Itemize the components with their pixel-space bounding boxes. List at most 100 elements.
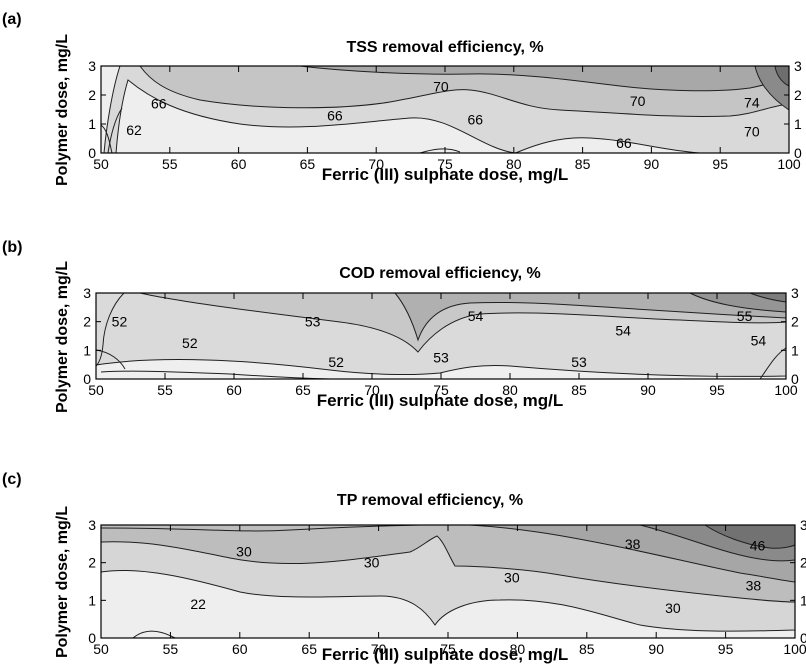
contour-label: 53: [305, 314, 321, 330]
contour-label: 66: [151, 96, 167, 112]
y-tick-label: 0: [88, 145, 96, 161]
y-tick-label-right: 0: [791, 371, 799, 387]
contour-fill-a: [100, 65, 790, 154]
x-tick-label: 55: [157, 382, 173, 398]
y-tick-label-right: 3: [791, 285, 799, 301]
chart-title-a: TSS removal efficiency, %: [346, 39, 543, 56]
x-tick-label: 85: [575, 156, 591, 172]
contour-labels-a: 62 66 66 70 66 70 66 74 70: [126, 78, 760, 151]
y-axis-label-a: Polymer dose, mg/L: [54, 34, 71, 186]
contour-label: 54: [751, 332, 767, 348]
contour-label: 30: [236, 543, 252, 559]
contour-line-c-1: [132, 630, 176, 639]
y-tick-label: 2: [88, 87, 96, 103]
contour-label: 54: [468, 308, 484, 324]
x-tick-label: 75: [433, 382, 449, 398]
x-tick-label: 60: [231, 156, 247, 172]
contour-band-a-4: [299, 65, 790, 92]
contour-label: 30: [504, 570, 520, 586]
contour-label: 66: [327, 107, 343, 123]
x-tick-label: 95: [709, 382, 725, 398]
contour-line-b-1: [100, 370, 331, 380]
y-tick-label: 3: [88, 517, 96, 533]
x-tick-label: 95: [712, 156, 728, 172]
panel-b: (b) COD removal efficiency, % Polymer do…: [2, 239, 799, 413]
y-tick-label: 2: [83, 314, 91, 330]
contour-band-b-7: [95, 292, 126, 368]
x-tick-label: 90: [648, 641, 664, 657]
x-tick-label: 75: [440, 641, 456, 657]
y-tick-label: 0: [88, 630, 96, 646]
x-axis-label-b: Ferric (III) sulphate dose, mg/L: [317, 391, 564, 410]
panel-c: (c) TP removal efficiency, % Polymer dos…: [2, 471, 806, 664]
contour-line-a-2: [100, 124, 113, 154]
x-tick-label: 60: [226, 382, 242, 398]
y-tick-label-right: 1: [794, 116, 802, 132]
contour-label: 74: [744, 94, 760, 110]
y-tick-label: 0: [83, 371, 91, 387]
contour-label: 46: [750, 538, 766, 554]
x-tick-label: 100: [774, 382, 798, 398]
panel-label-c: (c): [2, 471, 22, 488]
y-tick-label: 1: [83, 342, 91, 358]
x-tick-label: 65: [301, 641, 317, 657]
y-tick-label: 3: [83, 285, 91, 301]
contour-label: 70: [630, 93, 646, 109]
x-tick-label: 70: [371, 641, 387, 657]
x-tick-label: 90: [640, 382, 656, 398]
contour-line-a-3: [419, 148, 461, 154]
x-axis-label-c: Ferric (III) sulphate dose, mg/L: [322, 645, 569, 664]
x-tick-label: 65: [300, 156, 316, 172]
y-tick-label-right: 2: [794, 87, 802, 103]
y-tick-label-right: 0: [794, 145, 802, 161]
x-tick-label: 65: [295, 382, 311, 398]
contour-label: 54: [615, 322, 631, 338]
contour-band-b-4: [393, 292, 787, 342]
x-tick-label: 80: [502, 382, 518, 398]
y-tick-label-right: 3: [794, 58, 802, 74]
y-tick-label-right: 1: [791, 342, 799, 358]
x-tick-label: 80: [510, 641, 526, 657]
y-tick-label-right: 1: [800, 592, 806, 608]
contour-fill-c: [100, 524, 796, 639]
contour-line-a-1: [107, 107, 123, 154]
contour-labels-c: 30 30 22 30 38 30 46 38: [190, 536, 766, 616]
contour-label: 52: [328, 354, 344, 370]
contour-label: 52: [112, 314, 128, 330]
x-tick-label: 90: [644, 156, 660, 172]
x-tick-label: 50: [93, 156, 109, 172]
contour-labels-b: 52 52 53 52 54 53 54 53 55 54: [112, 308, 767, 370]
contour-label: 30: [665, 600, 681, 616]
x-tick-label: 50: [93, 641, 109, 657]
x-tick-label: 60: [232, 641, 248, 657]
contour-label: 55: [737, 308, 753, 324]
contour-label: 38: [746, 577, 762, 593]
panel-label-b: (b): [2, 239, 22, 256]
contour-label: 53: [571, 354, 587, 370]
x-tick-label: 55: [163, 641, 179, 657]
contour-band-c-6: [703, 524, 796, 549]
x-tick-label: 100: [777, 156, 801, 172]
contour-label: 70: [433, 78, 449, 94]
y-tick-label: 2: [88, 555, 96, 571]
x-axis-label-a: Ferric (III) sulphate dose, mg/L: [322, 165, 569, 184]
y-tick-label: 3: [88, 58, 96, 74]
contour-label: 30: [364, 555, 380, 571]
contour-fill-b: [95, 292, 787, 380]
x-tick-label: 95: [718, 641, 734, 657]
x-tick-label: 85: [579, 641, 595, 657]
chart-title-b: COD removal efficiency, %: [339, 265, 541, 282]
panel-a: (a) TSS removal efficiency, % Polymer do…: [2, 11, 802, 186]
contour-label: 53: [433, 350, 449, 366]
y-tick-label: 1: [88, 592, 96, 608]
chart-title-c: TP removal efficiency, %: [337, 492, 523, 509]
x-tick-label: 100: [783, 641, 806, 657]
y-tick-label-right: 0: [800, 630, 806, 646]
contour-label: 52: [182, 335, 198, 351]
x-tick-label: 55: [162, 156, 178, 172]
y-axis-label-b: Polymer dose, mg/L: [54, 261, 71, 413]
x-tick-label: 70: [368, 156, 384, 172]
